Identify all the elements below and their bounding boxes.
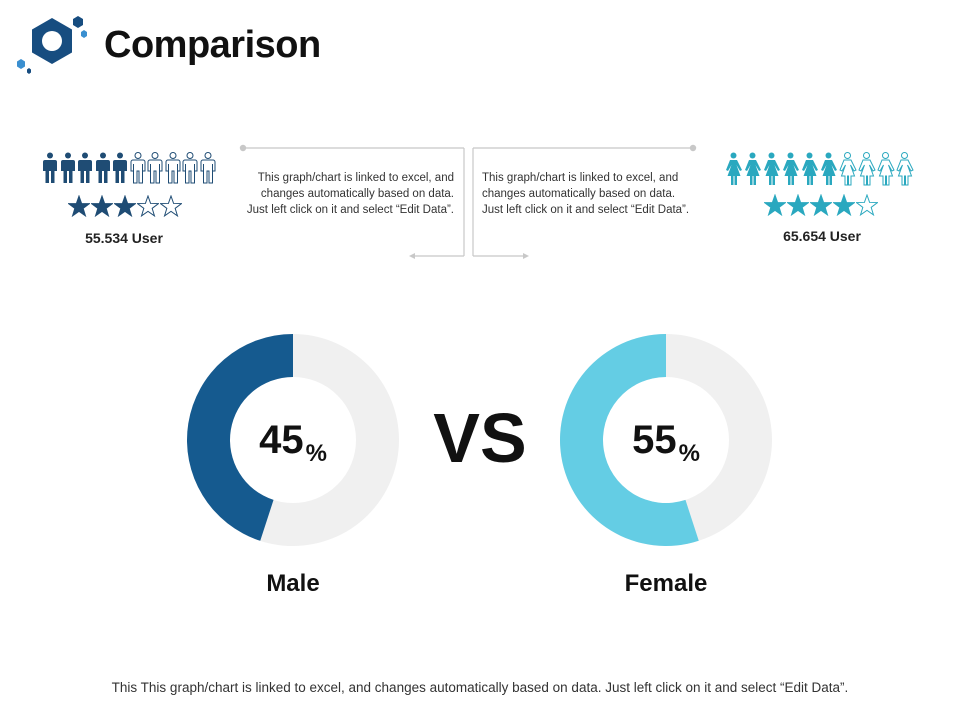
male-donut-chart: [186, 334, 399, 546]
filled-female-person-icon: [762, 152, 781, 186]
male-star-rating: [68, 195, 183, 217]
filled-male-person-icon: [112, 152, 128, 184]
footer-note: This This graph/chart is linked to excel…: [111, 680, 849, 695]
female-percentage-value: 55: [632, 418, 677, 462]
filled-star-icon: [68, 195, 91, 217]
female-user-count: 65.654 User: [783, 228, 861, 244]
filled-female-person-icon: [743, 152, 762, 186]
outline-female-person-icon: [838, 152, 857, 186]
filled-star-icon: [833, 194, 856, 216]
male-note-text: This graph/chart is linked to excel, and…: [246, 172, 454, 216]
vs-label: VS: [433, 399, 527, 477]
hexagon-logo-icon: [17, 16, 87, 74]
outline-male-person-icon: [182, 152, 198, 184]
male-percentage-value: 45: [259, 418, 304, 462]
filled-star-icon: [764, 194, 787, 216]
filled-star-icon: [810, 194, 833, 216]
female-percentage: 55%: [586, 418, 746, 467]
empty-star-icon: [160, 195, 183, 217]
outline-male-person-icon: [130, 152, 146, 184]
female-donut-chart: [560, 334, 772, 546]
female-donut-segment: [560, 334, 699, 546]
filled-male-person-icon: [42, 152, 58, 184]
outline-female-person-icon: [857, 152, 876, 186]
male-people-pictogram: [42, 152, 217, 184]
outline-male-person-icon: [200, 152, 216, 184]
filled-star-icon: [91, 195, 114, 217]
filled-female-person-icon: [781, 152, 800, 186]
outline-female-person-icon: [876, 152, 895, 186]
filled-male-person-icon: [95, 152, 111, 184]
filled-female-person-icon: [724, 152, 743, 186]
female-note-text: This graph/chart is linked to excel, and…: [482, 172, 690, 216]
male-label: Male: [266, 570, 320, 597]
outline-female-person-icon: [895, 152, 914, 186]
empty-star-icon: [856, 194, 879, 216]
female-star-rating: [764, 194, 879, 216]
outline-male-person-icon: [165, 152, 181, 184]
male-percentage-unit: %: [305, 440, 327, 467]
page-title: Comparison: [104, 24, 321, 66]
male-user-count: 55.534 User: [85, 230, 163, 246]
female-people-pictogram: [724, 152, 914, 186]
male-percentage: 45%: [213, 418, 373, 467]
empty-star-icon: [137, 195, 160, 217]
outline-male-person-icon: [147, 152, 163, 184]
female-percentage-unit: %: [678, 440, 700, 467]
filled-male-person-icon: [60, 152, 76, 184]
filled-female-person-icon: [819, 152, 838, 186]
filled-female-person-icon: [800, 152, 819, 186]
female-label: Female: [624, 570, 708, 597]
filled-male-person-icon: [77, 152, 93, 184]
filled-star-icon: [114, 195, 137, 217]
male-donut-segment: [186, 334, 293, 541]
filled-star-icon: [787, 194, 810, 216]
